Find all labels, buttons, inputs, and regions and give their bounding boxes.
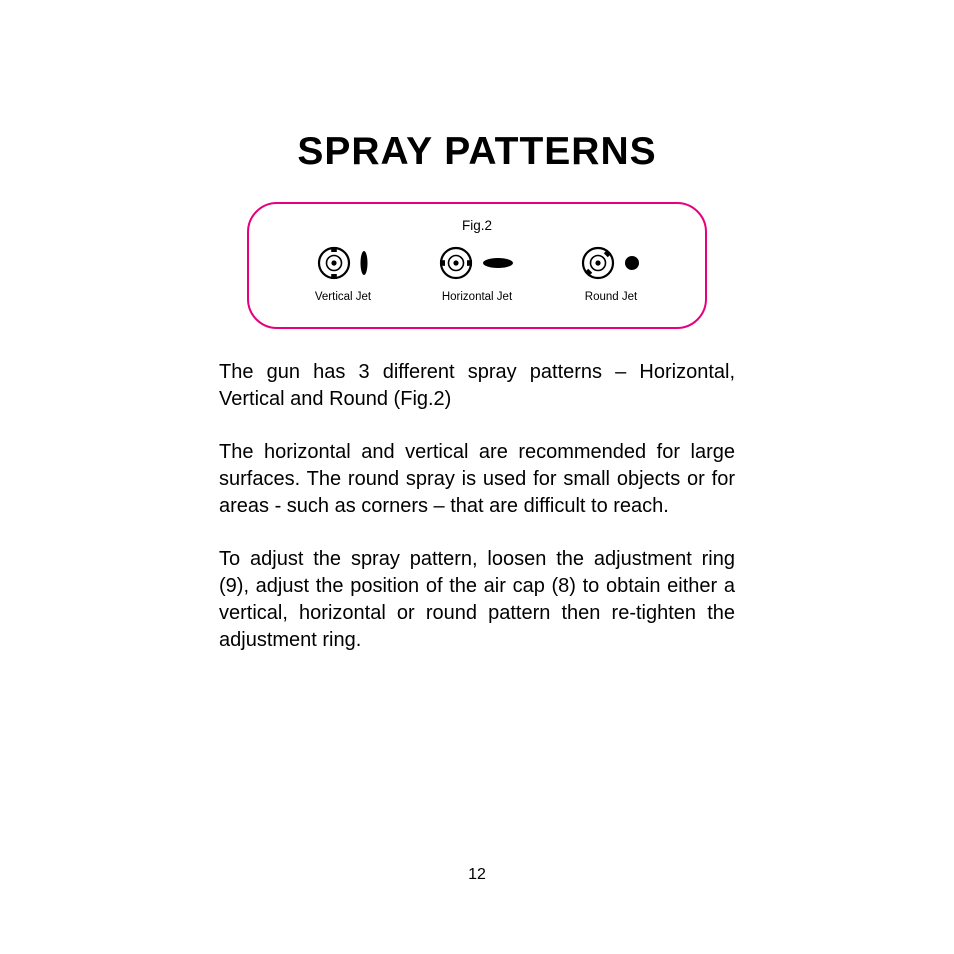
paragraph-3: To adjust the spray pattern, loosen the … bbox=[219, 546, 735, 654]
round-spray-shape-icon bbox=[623, 254, 641, 272]
vertical-jet-icon bbox=[317, 243, 369, 283]
horizontal-jet-icon bbox=[439, 243, 515, 283]
figure-2-box: Fig.2 bbox=[247, 202, 707, 329]
manual-page: SPRAY PATTERNS Fig.2 bbox=[0, 0, 954, 954]
vertical-jet-label: Vertical Jet bbox=[315, 291, 371, 303]
body-text: The gun has 3 different spray patterns –… bbox=[219, 359, 735, 654]
round-jet-cell: Round Jet bbox=[545, 243, 677, 303]
vertical-spray-shape-icon bbox=[359, 249, 369, 277]
nozzle-round-icon bbox=[581, 246, 615, 280]
horizontal-spray-shape-icon bbox=[481, 256, 515, 270]
page-title: SPRAY PATTERNS bbox=[0, 130, 954, 174]
vertical-jet-cell: Vertical Jet bbox=[277, 243, 409, 303]
round-jet-icon bbox=[581, 243, 641, 283]
horizontal-jet-cell: Horizontal Jet bbox=[411, 243, 543, 303]
horizontal-jet-label: Horizontal Jet bbox=[442, 291, 512, 303]
figure-label: Fig.2 bbox=[271, 218, 683, 233]
paragraph-1: The gun has 3 different spray patterns –… bbox=[219, 359, 735, 413]
paragraph-2: The horizontal and vertical are recommen… bbox=[219, 439, 735, 520]
spray-pattern-row: Vertical Jet bbox=[271, 243, 683, 303]
nozzle-horizontal-icon bbox=[439, 246, 473, 280]
page-number: 12 bbox=[0, 866, 954, 884]
round-jet-label: Round Jet bbox=[585, 291, 637, 303]
nozzle-vertical-icon bbox=[317, 246, 351, 280]
